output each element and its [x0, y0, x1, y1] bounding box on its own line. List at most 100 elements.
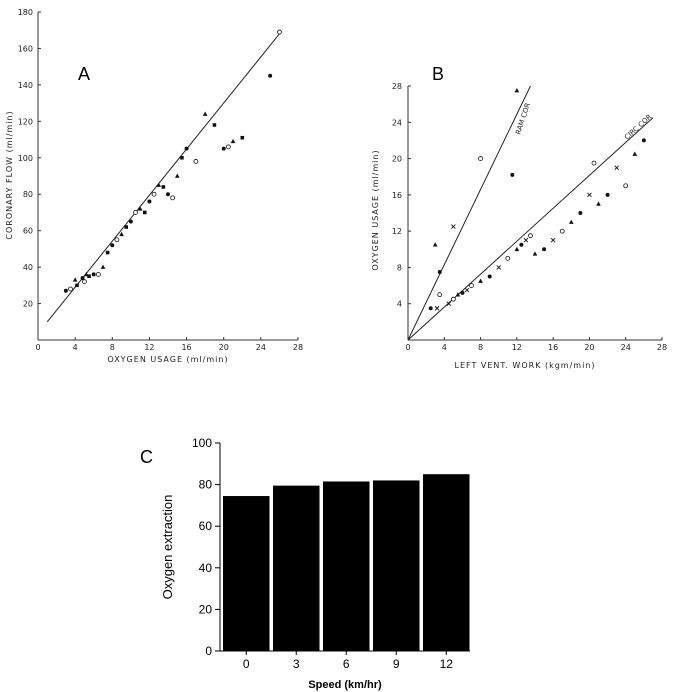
panel-b-x-tick-label: 0 — [405, 343, 410, 352]
panel-a-y-tick-label: 80 — [23, 190, 33, 199]
panel-c-chart: C 0 20 40 60 80 100 0 3 6 9 12 Speed (km/hr) Oxyg… — [140, 436, 470, 691]
panel-a-point — [142, 210, 147, 215]
panel-a-point — [80, 276, 85, 281]
panel-b-point — [469, 283, 474, 288]
panel-a-point — [268, 73, 273, 78]
panel-a-y-label: CORONARY FLOW (ml/min) — [5, 110, 14, 239]
panel-a-y-tick-label: 20 — [23, 300, 33, 309]
panel-c-y-tick-label: 40 — [199, 561, 213, 575]
panel-c-x-ticks: 0 3 6 9 12 — [243, 651, 453, 671]
panel-b-point — [432, 242, 438, 247]
panel-b-point — [587, 192, 592, 198]
panel-b-point — [596, 201, 601, 206]
panel-b-y-tick-label: 8 — [397, 263, 402, 272]
panel-b-x-ticks: 0 4 8 12 16 20 24 28 — [405, 337, 667, 352]
panel-a-x-tick-label: 28 — [293, 343, 303, 352]
panel-a-point — [170, 195, 176, 201]
panel-b-circ-cor-label: CIRC COR — [623, 113, 654, 142]
panel-b-x-label: LEFT VENT. WORK (kgm/min) — [454, 361, 595, 370]
panel-c-y-label: Oxygen extraction — [160, 495, 175, 600]
panel-c-x-tick-label: 0 — [243, 657, 250, 671]
panel-a-point — [100, 264, 106, 269]
panel-c-y-ticks: 0 20 40 60 80 100 — [192, 436, 220, 658]
panel-a-point — [87, 274, 91, 279]
panel-c-bars — [223, 474, 470, 651]
panel-b-point — [519, 242, 524, 247]
panel-b-point — [578, 211, 583, 215]
panel-a-point — [240, 135, 245, 140]
panel-b-point — [632, 151, 638, 156]
panel-b-y-tick-label: 12 — [392, 227, 402, 236]
panel-c-label: C — [140, 447, 153, 467]
panel-b-y-tick-label: 16 — [392, 191, 402, 200]
panel-b-point — [559, 228, 565, 234]
panel-b-point — [455, 292, 461, 297]
panel-a-x-tick-label: 20 — [219, 343, 229, 352]
panel-a-x-tick-label: 12 — [144, 343, 154, 352]
panel-a-point — [193, 159, 199, 164]
panel-b-point — [614, 165, 619, 170]
panel-c-y-tick-label: 20 — [199, 602, 213, 616]
panel-b-x-tick-label: 28 — [657, 343, 667, 352]
panel-a-point — [72, 277, 78, 282]
panel-b-y-tick-label: 20 — [392, 155, 402, 164]
panel-b-x-tick-label: 16 — [548, 343, 558, 352]
panel-c-y-tick-label: 100 — [192, 436, 212, 450]
panel-a-point — [128, 219, 133, 224]
panel-b-points — [428, 88, 646, 311]
panel-a-y-tick-label: 140 — [18, 81, 33, 90]
panel-a-point — [105, 250, 110, 255]
panel-a-point — [133, 210, 138, 215]
panel-b-y-tick-label: 28 — [392, 82, 402, 91]
panel-b-ram-cor-label: RAM COR — [514, 102, 532, 136]
panel-a-point — [166, 192, 170, 197]
panel-b-point — [460, 290, 465, 295]
panel-c-bar — [423, 474, 470, 651]
panel-a-y-tick-label: 60 — [23, 227, 33, 236]
panel-a-chart: A 0 4 8 12 16 20 24 28 20406080100120140160180 … — [5, 8, 303, 364]
panel-c-y-tick-label: 80 — [199, 478, 213, 492]
panel-b-point — [464, 287, 470, 293]
panel-c-y-tick-label: 0 — [205, 644, 212, 658]
panel-a-points — [63, 29, 282, 293]
panel-b-point — [450, 296, 456, 302]
panel-a-point — [110, 243, 115, 248]
panel-a-point — [137, 206, 143, 211]
panel-a-point — [75, 283, 79, 288]
panel-c-x-tick-label: 9 — [393, 657, 400, 671]
panel-b-chart: B 0 4 8 12 16 20 24 28 4 8 12 16 20 24 28 RAM COR CIR… — [371, 64, 667, 370]
panel-a-point — [221, 146, 226, 151]
panel-b-point — [623, 183, 629, 189]
panel-b-point — [434, 305, 440, 311]
panel-b-regression-segment — [407, 117, 654, 341]
panel-a-point — [277, 29, 282, 35]
panel-b-label: B — [432, 64, 444, 84]
panel-b-y-ticks: 4 8 12 16 20 24 28 — [392, 82, 411, 309]
panel-c-bar — [373, 480, 420, 651]
panel-b-point — [591, 160, 597, 166]
panel-b-y-label: OXYGEN USAGE (ml/min) — [371, 149, 380, 270]
panel-b-point — [514, 246, 520, 252]
panel-b-point — [437, 269, 442, 274]
panel-a-point — [202, 111, 208, 116]
panel-a-point — [91, 272, 96, 277]
panel-c-bar — [223, 496, 270, 651]
panel-b-point — [528, 233, 533, 239]
panel-b-x-tick-label: 24 — [621, 343, 631, 352]
panel-a-point — [161, 185, 166, 189]
panel-a-point — [82, 279, 87, 285]
panel-a-y-ticks: 20 40 60 80 100 120 140 160 180 — [18, 8, 41, 309]
panel-a-y-tick-label: 100 — [18, 154, 33, 163]
panel-b-y-tick-label: 24 — [392, 118, 402, 127]
panel-b-point — [496, 265, 502, 270]
panel-b-point — [437, 292, 443, 298]
panel-a-point — [119, 231, 124, 237]
panel-a-x-tick-label: 8 — [110, 343, 115, 352]
panel-a-point — [184, 146, 189, 151]
panel-b-point — [568, 219, 574, 224]
panel-b-point — [514, 88, 520, 93]
panel-b-point — [487, 274, 492, 279]
panel-a-y-tick-label: 120 — [18, 117, 33, 126]
panel-c-x-tick-label: 6 — [343, 657, 350, 671]
